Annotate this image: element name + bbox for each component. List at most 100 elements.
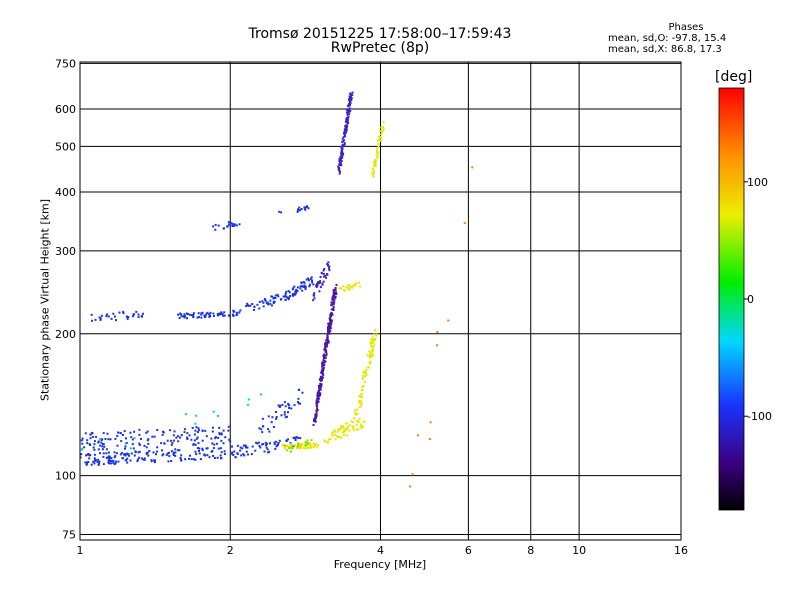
data-point	[146, 430, 149, 433]
data-point	[112, 312, 115, 315]
data-point	[131, 438, 134, 441]
data-point	[98, 462, 101, 465]
data-point	[345, 125, 348, 128]
data-point	[208, 456, 211, 459]
data-point	[380, 140, 382, 142]
data-point	[372, 173, 375, 176]
data-point	[124, 447, 126, 450]
data-point	[198, 447, 201, 450]
data-point	[348, 95, 351, 98]
data-point	[257, 441, 260, 444]
data-point	[277, 442, 280, 445]
data-point	[352, 429, 355, 432]
data-point	[262, 443, 265, 446]
data-point	[278, 406, 281, 408]
data-point	[262, 301, 265, 304]
data-point	[371, 172, 374, 175]
data-point	[220, 433, 223, 436]
data-point	[335, 293, 338, 296]
data-point	[213, 315, 215, 318]
data-point	[337, 428, 340, 431]
data-point	[471, 166, 474, 169]
data-point	[283, 443, 286, 446]
data-point	[280, 414, 283, 417]
data-point	[333, 293, 336, 296]
data-point	[325, 351, 328, 353]
data-point	[332, 306, 335, 308]
data-point	[163, 442, 166, 445]
y-tick-label: 400	[55, 186, 76, 199]
data-point	[344, 429, 347, 432]
data-point	[360, 403, 363, 405]
data-point	[116, 435, 119, 437]
data-point	[303, 281, 306, 284]
data-point	[371, 168, 374, 171]
data-point	[372, 339, 375, 342]
data-point	[267, 415, 270, 418]
data-point	[250, 453, 253, 456]
data-point	[194, 450, 197, 453]
data-point	[343, 430, 346, 433]
data-point	[223, 453, 226, 455]
data-point	[316, 407, 319, 410]
data-point	[124, 442, 127, 445]
data-point	[284, 295, 287, 298]
data-point	[296, 290, 299, 292]
data-point	[310, 439, 313, 442]
data-point	[327, 261, 330, 264]
data-point	[335, 283, 338, 286]
data-point	[320, 379, 323, 381]
data-point	[103, 445, 106, 448]
data-point	[340, 145, 343, 148]
data-point	[113, 456, 116, 459]
data-point	[371, 350, 374, 353]
data-point	[108, 455, 111, 458]
data-point	[92, 460, 95, 463]
data-point	[179, 436, 181, 439]
data-point	[147, 454, 150, 457]
data-point	[328, 330, 331, 332]
data-point	[277, 404, 280, 407]
data-point	[285, 440, 288, 442]
data-point	[341, 154, 344, 157]
data-point	[361, 385, 364, 388]
data-point	[299, 437, 302, 440]
data-point	[279, 298, 282, 301]
phases-o-stats: mean, sd,O: -97.8, 15.4	[608, 33, 727, 44]
data-point	[315, 410, 318, 413]
data-point	[329, 327, 332, 330]
data-point	[195, 426, 198, 429]
data-point	[261, 431, 264, 434]
data-point	[289, 450, 292, 453]
data-point	[161, 449, 163, 452]
data-point	[382, 125, 385, 128]
data-point	[100, 441, 103, 444]
data-point	[341, 140, 344, 143]
data-point	[340, 287, 343, 290]
data-point	[84, 432, 87, 435]
data-point	[303, 284, 306, 287]
data-point	[95, 459, 98, 462]
data-point	[246, 304, 249, 306]
data-point	[105, 452, 108, 455]
data-point	[381, 130, 384, 132]
data-point	[300, 208, 303, 210]
data-point	[340, 150, 343, 153]
data-point	[274, 294, 277, 297]
data-point	[348, 99, 351, 102]
colorbar-tick-label: 100	[747, 176, 768, 189]
data-point	[334, 296, 337, 298]
data-point	[351, 426, 354, 429]
data-point	[208, 313, 211, 315]
data-point	[350, 420, 353, 423]
data-point	[372, 174, 375, 177]
data-point	[288, 407, 291, 409]
data-point	[332, 292, 335, 295]
x-tick-label: 4	[377, 544, 384, 557]
data-point	[325, 354, 328, 357]
data-point	[343, 133, 346, 136]
data-point	[246, 403, 249, 406]
data-point	[229, 440, 232, 443]
data-point	[287, 446, 290, 449]
data-point	[345, 285, 348, 288]
